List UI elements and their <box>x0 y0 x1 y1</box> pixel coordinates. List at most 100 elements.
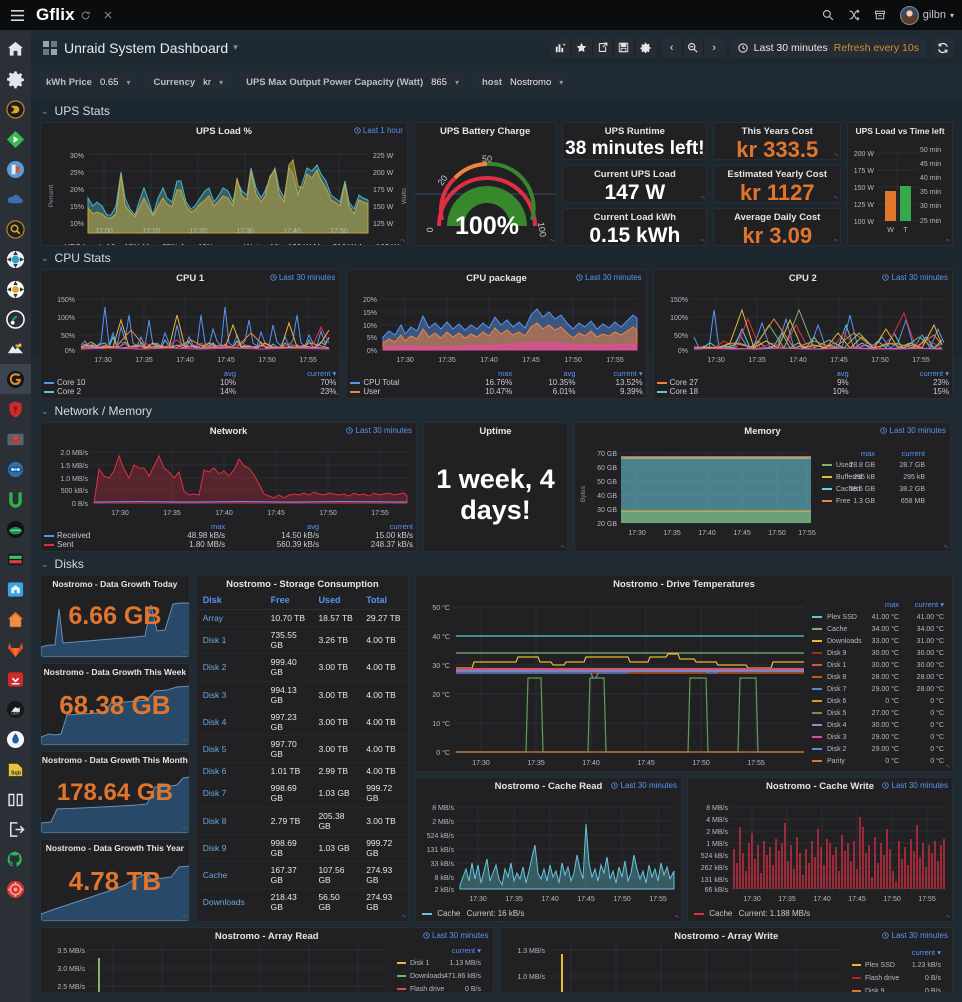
legend-item[interactable]: Cache Current: 1.188 MB/s <box>688 909 952 918</box>
legend-row[interactable]: Core 10 10% 70% <box>41 378 339 387</box>
row-header-disks[interactable]: ⌄ Disks <box>31 552 962 575</box>
legend-row[interactable]: Core 2 14% 23% <box>41 387 339 396</box>
sidebar-item-bookstack[interactable] <box>0 784 31 814</box>
sidebar-item-bazarr[interactable] <box>0 334 31 364</box>
row-header-ups-stats[interactable]: ⌄ UPS Stats <box>31 99 962 122</box>
col-disk[interactable]: Disk <box>196 591 265 610</box>
legend-col-avg[interactable]: avg <box>836 369 849 378</box>
legend-row[interactable]: User 10.47% 6.01% 9.39% <box>347 387 645 396</box>
sidebar-item-organizr[interactable] <box>0 424 31 454</box>
row-header-cpu-stats[interactable]: ⌄ CPU Stats <box>31 246 962 269</box>
hamburger-menu-icon[interactable] <box>0 0 34 30</box>
panel-cpu-2[interactable]: CPU 2 Last 30 minutes 150% 100% 50% 0% <box>652 269 953 399</box>
add-panel-icon[interactable] <box>550 37 572 58</box>
panel-average-daily-cost[interactable]: Average Daily Cost kr 3.09 ⌐ <box>713 208 841 246</box>
sidebar-item-unraid[interactable] <box>0 484 31 514</box>
sidebar-item-gitlab[interactable] <box>0 634 31 664</box>
sidebar-item-home-assistant[interactable] <box>0 604 31 634</box>
col-free[interactable]: Free <box>264 591 313 610</box>
legend-label[interactable]: Disk 1 <box>827 662 847 669</box>
panel-cpu-package[interactable]: CPU package Last 30 minutes 20% 15% 10% … <box>346 269 647 399</box>
panel-network[interactable]: Network Last 30 minutes 2.0 MB/s 1.5 MB/… <box>40 422 417 552</box>
variable-ups-max-output[interactable]: UPS Max Output Power Capacity (Watt) 865… <box>239 72 466 92</box>
sidebar-item-influxdb[interactable] <box>0 724 31 754</box>
legend-col-avg[interactable]: avg <box>223 369 236 378</box>
legend-label[interactable]: Disk 3 <box>827 734 847 741</box>
legend-col-current[interactable]: current ▾ <box>919 369 949 378</box>
panel-ups-battery-charge[interactable]: UPS Battery Charge 50 20 0 100 100% ⌐ <box>413 122 557 246</box>
sidebar-item-portainer[interactable] <box>0 574 31 604</box>
panel-data-growth-this-week[interactable]: Nostromo - Data Growth This Week 68.38 G… <box>40 663 190 746</box>
table-row[interactable]: Disk 3 994.13 GB 3.00 TB 4.00 TB <box>196 681 408 709</box>
sidebar-item-tautulli[interactable] <box>0 454 31 484</box>
sidebar-item-uptime[interactable] <box>0 514 31 544</box>
legend-label[interactable]: Disk 5 <box>827 710 847 717</box>
sidebar-item-nzbget[interactable] <box>0 94 31 124</box>
legend-col-max[interactable]: max <box>211 522 226 531</box>
sidebar-item-sqlite[interactable]: Sqb <box>0 754 31 784</box>
panel-ups-runtime[interactable]: UPS Runtime 38 minutes left! ⌐ <box>562 122 708 160</box>
sidebar-item-home[interactable] <box>0 34 31 64</box>
zoom-out-time-icon[interactable] <box>682 37 704 58</box>
sidebar-item-docker[interactable] <box>0 874 31 904</box>
variable-currency[interactable]: Currency kr ▾ <box>146 72 231 92</box>
panel-ups-load[interactable]: UPS Load % Last 1 hour 30% 25% 20% 15% 1… <box>40 122 408 246</box>
share-icon[interactable] <box>592 37 614 58</box>
legend-row[interactable]: Core 18 10% 15% <box>654 387 952 396</box>
panel-resize-handle[interactable]: ⌐ <box>558 541 568 552</box>
table-row[interactable]: Array 10.70 TB 18.57 TB 29.27 TB <box>196 609 408 628</box>
panel-array-write[interactable]: Nostromo - Array Write Last 30 minutes 1… <box>499 927 953 993</box>
table-row[interactable]: Downloads 218.43 GB 56.50 GB 274.93 GB <box>196 888 408 917</box>
archive-icon[interactable] <box>868 0 892 30</box>
save-icon[interactable] <box>613 37 635 58</box>
legend-label[interactable]: Disk 8 <box>827 674 847 681</box>
gear-icon[interactable] <box>634 37 656 58</box>
table-row[interactable]: Disk 9 998.69 GB 1.03 GB 999.72 GB <box>196 834 408 862</box>
panel-drive-temperatures[interactable]: Nostromo - Drive Temperatures 50 °C 40 °… <box>415 575 953 772</box>
sidebar-item-netdata[interactable] <box>0 544 31 574</box>
prev-time-range-button[interactable]: ‹ <box>661 37 683 58</box>
user-menu[interactable]: gilbn ▾ <box>899 5 954 25</box>
legend-row[interactable]: CPU Total 16.76% 10.35% 13.52% <box>347 378 645 387</box>
search-icon[interactable] <box>816 0 840 30</box>
panel-storage-consumption[interactable]: Nostromo - Storage Consumption Disk Free… <box>195 575 409 922</box>
sidebar-item-radarr-search[interactable] <box>0 214 31 244</box>
page-title[interactable]: Unraid System Dashboard <box>64 39 229 56</box>
panel-data-growth-this-month[interactable]: Nostromo - Data Growth This Month 178.64… <box>40 751 190 834</box>
sidebar-item-emby[interactable] <box>0 124 31 154</box>
panel-ups-load-vs-time-left[interactable]: UPS Load vs Time left 200 W 175 W 150 W … <box>847 122 953 246</box>
table-row[interactable]: Disk 7 998.69 GB 1.03 GB 999.72 GB <box>196 779 408 808</box>
sidebar-item-cloud[interactable] <box>0 184 31 214</box>
col-total[interactable]: Total <box>360 591 408 610</box>
table-row[interactable]: Disk 4 997.23 GB 3.00 TB 4.00 TB <box>196 708 408 736</box>
panel-cpu-1[interactable]: CPU 1 Last 30 minutes 150% 100% 50% 0% <box>40 269 341 399</box>
sidebar-item-plex[interactable] <box>0 154 31 184</box>
panel-data-growth-this-year[interactable]: Nostromo - Data Growth This Year 4.78 TB… <box>40 839 190 922</box>
star-icon[interactable] <box>571 37 593 58</box>
legend-item[interactable]: Watts Min: 130 W Max: 216 W Avg: 162 W <box>229 243 399 245</box>
panel-estimated-yearly-cost[interactable]: Estimated Yearly Cost kr 1127 ⌐ <box>713 165 841 203</box>
table-row[interactable]: Disk 2 999.40 GB 3.00 TB 4.00 TB <box>196 653 408 682</box>
panel-array-read[interactable]: Nostromo - Array Read Last 30 minutes 3.… <box>40 927 494 993</box>
sidebar-item-shield[interactable] <box>0 394 31 424</box>
sidebar-item-grafana[interactable] <box>0 364 31 394</box>
panel-current-load-kwh[interactable]: Current Load kWh 0.15 kWh ⌐ <box>562 208 708 246</box>
legend-row[interactable]: Core 27 9% 23% <box>654 378 952 387</box>
chevron-down-icon[interactable]: ▾ <box>233 42 238 52</box>
legend-col-current[interactable]: current <box>389 522 413 531</box>
panel-cache-write[interactable]: Nostromo - Cache Write Last 30 minutes 8… <box>687 777 953 922</box>
legend-col-current[interactable]: current ▾ <box>307 369 337 378</box>
table-row[interactable]: Cache 167.37 GB 107.56 GB 274.93 GB <box>196 861 408 890</box>
sidebar-item-sonarr[interactable] <box>0 244 31 274</box>
legend-label[interactable]: Plex SSD <box>827 614 857 621</box>
legend-label[interactable]: Parity <box>827 758 845 765</box>
next-time-range-button[interactable]: › <box>703 37 725 58</box>
sidebar-item-lidarr[interactable] <box>0 304 31 334</box>
panel-cache-read[interactable]: Nostromo - Cache Read Last 30 minutes 8 … <box>415 777 682 922</box>
legend-row[interactable]: Sent 1.80 MB/s 560.39 kB/s 248.37 kB/s <box>41 540 416 549</box>
legend-col-max[interactable]: max <box>498 369 513 378</box>
table-row[interactable]: Disk 6 1.01 TB 2.99 TB 4.00 TB <box>196 762 408 781</box>
shuffle-icon[interactable] <box>842 0 866 30</box>
table-row[interactable]: Disk 1 735.55 GB 3.26 TB 4.00 TB <box>196 626 408 655</box>
sidebar-item-github[interactable] <box>0 844 31 874</box>
